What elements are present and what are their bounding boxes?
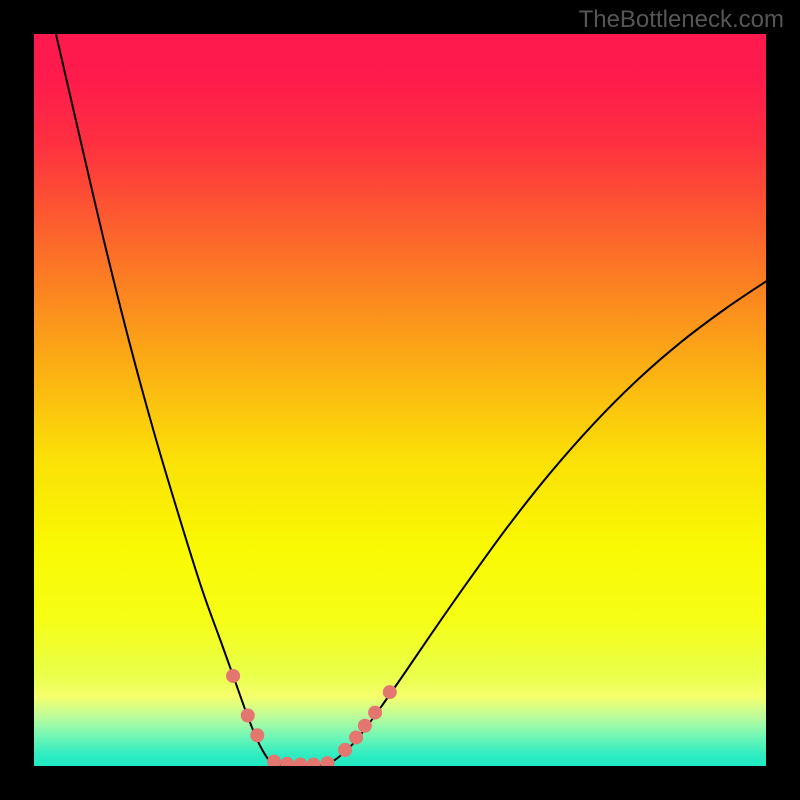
marker-dot <box>368 706 382 720</box>
chart-background <box>34 34 766 766</box>
marker-dot <box>338 743 352 757</box>
watermark-text: TheBottleneck.com <box>579 6 784 34</box>
marker-dot <box>349 730 363 744</box>
marker-dot <box>383 685 397 699</box>
bottleneck-chart <box>34 34 766 766</box>
marker-dot <box>358 719 372 733</box>
marker-dot <box>241 708 255 722</box>
marker-dot <box>250 728 264 742</box>
marker-dot <box>226 669 240 683</box>
